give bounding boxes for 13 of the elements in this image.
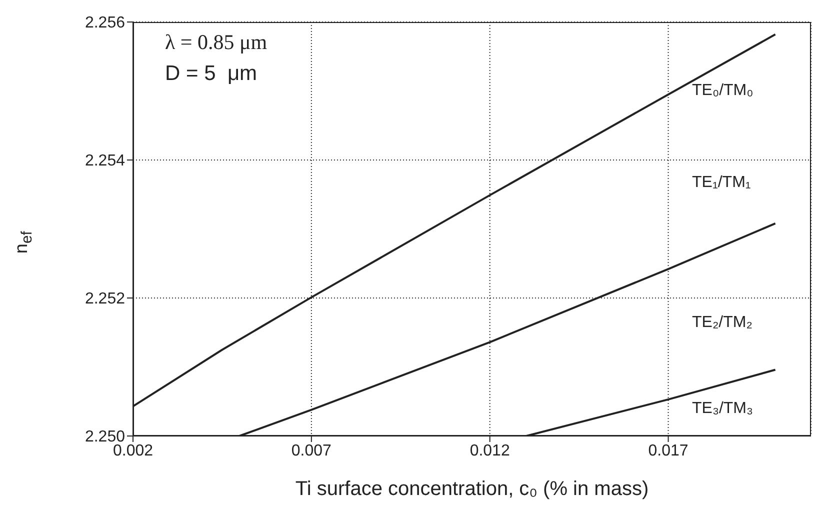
annotation: λ = 0.85 μm — [165, 30, 268, 55]
x-tick-label: 0.012 — [470, 442, 510, 460]
y-tick-label: 2.256 — [84, 14, 126, 32]
x-tick-label: 0.007 — [291, 442, 332, 460]
annotation: TE₃/TM₃ — [692, 400, 754, 418]
annotation: TE₂/TM₂ — [692, 314, 752, 332]
y-tick-label: 2.254 — [84, 152, 126, 170]
x-axis-title: Ti surface concentration, c₀ (% in mass) — [294, 478, 650, 501]
annotation: TE₁/TM₁ — [692, 174, 751, 192]
annotation: D = 5 μm — [165, 62, 258, 86]
y-tick-label: 2.252 — [84, 290, 126, 308]
annotation: TE₀/TM₀ — [692, 82, 754, 100]
x-tick-label: 0.017 — [648, 442, 688, 460]
